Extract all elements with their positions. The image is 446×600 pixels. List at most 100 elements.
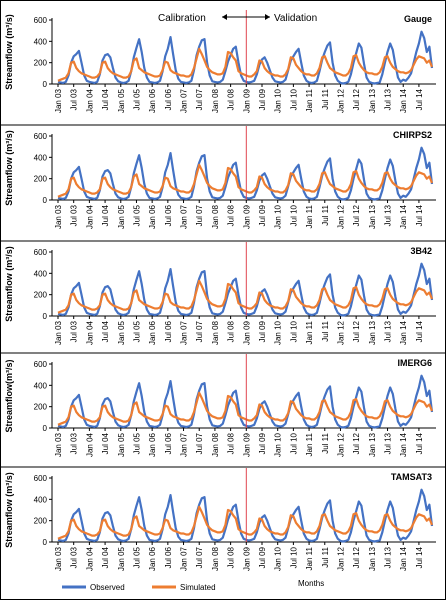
y-tick-label: 200: [34, 59, 48, 68]
x-tick-label: Jan 05: [117, 320, 126, 345]
x-tick-label: Jul 06: [164, 546, 173, 568]
x-tick-label: Jul 03: [70, 320, 79, 342]
x-tick-label: Jul 11: [321, 432, 330, 453]
x-tick-label: Jan 14: [399, 88, 408, 113]
y-axis-title: Streamflow (m³/s): [4, 130, 14, 206]
legend: Observed Simulated: [62, 583, 216, 592]
x-tick-label: Jul 14: [415, 88, 424, 110]
x-tick-label: Jul 09: [258, 204, 267, 226]
x-tick-label: Jan 05: [117, 204, 126, 229]
x-tick-label: Jul 06: [164, 320, 173, 342]
simulated-series-line: [57, 391, 434, 426]
x-tick-label: Jan 08: [211, 432, 220, 457]
legend-simulated-label: Simulated: [180, 583, 216, 592]
x-tick-label: Jan 05: [117, 546, 126, 571]
panel-tamsat3: 0 200 400 600 Streamflow (m³/s) Jan 03 Jul 03 J…: [0, 466, 446, 571]
x-tick-label: Jan 09: [242, 546, 251, 571]
y-tick-label: 0: [43, 312, 48, 321]
panel-gauge: 0 200 400 600 Streamflow (m³/s) Jan 03 Jul 03 J…: [4, 10, 436, 113]
x-tick-label: Jul 03: [70, 204, 79, 226]
x-tick-label: Jul 06: [164, 432, 173, 454]
x-tick-label: Jul 08: [227, 320, 236, 342]
x-tick-label: Jan 05: [117, 88, 126, 113]
x-tick-label: Jul 07: [195, 432, 204, 454]
y-tick-label: 200: [34, 517, 48, 526]
x-tick-label: Jan 06: [148, 432, 157, 457]
x-tick-label: Jul 13: [384, 204, 393, 226]
x-tick-label: Jan 04: [85, 320, 94, 345]
x-tick-label: Jul 14: [415, 546, 424, 568]
x-tick-label: Jan 08: [211, 546, 220, 571]
panel-title: TAMSAT3: [391, 472, 432, 482]
y-axis-title: Streamflow(m³/s): [4, 359, 14, 432]
x-tick-label: Jan 13: [368, 320, 377, 345]
x-tick-label: Jul 14: [415, 320, 424, 342]
x-tick-label: Jan 13: [368, 432, 377, 457]
x-tick-label: Jan 13: [368, 204, 377, 229]
x-tick-label: Jul 03: [70, 432, 79, 454]
x-tick-label: Jan 12: [336, 320, 345, 345]
x-tick-label: Jan 05: [117, 432, 126, 457]
x-tick-label: Jan 09: [242, 204, 251, 229]
x-tick-label: Jul 13: [384, 546, 393, 568]
x-tick-label: Jul 07: [195, 546, 204, 568]
y-tick-label: 400: [34, 495, 48, 504]
x-tick-label: Jul 10: [289, 432, 298, 454]
x-tick-label: Jul 05: [132, 432, 141, 454]
x-tick-label: Jan 06: [148, 546, 157, 571]
y-tick-label: 200: [34, 175, 48, 184]
observed-series-line: [57, 374, 434, 429]
x-tick-label: Jan 10: [274, 320, 283, 345]
x-tick-label: Jan 06: [148, 88, 157, 113]
x-tick-label: Jan 11: [305, 546, 314, 570]
x-tick-label: Jan 12: [336, 546, 345, 571]
x-tick-label: Jul 12: [352, 88, 361, 110]
y-tick-label: 600: [34, 16, 48, 25]
x-tick-label: Jul 14: [415, 432, 424, 454]
x-tick-label: Jan 07: [180, 546, 189, 571]
x-tick-label: Jan 04: [85, 88, 94, 113]
x-tick-label: Jan 13: [368, 88, 377, 113]
x-tick-label: Jul 11: [321, 546, 330, 567]
x-tick-label: Jul 05: [132, 546, 141, 568]
x-tick-label: Jul 12: [352, 320, 361, 342]
x-tick-label: Jan 12: [336, 432, 345, 457]
x-tick-label: Jan 07: [180, 204, 189, 229]
y-tick-label: 0: [43, 80, 48, 89]
x-tick-label: Jan 03: [54, 432, 63, 457]
x-tick-label: Jan 11: [305, 204, 314, 228]
panels: 0 200 400 600 Streamflow (m³/s) Jan 03 Jul 03 J…: [0, 10, 446, 571]
panel-title: 3B42: [410, 246, 432, 256]
x-tick-label: Jul 04: [101, 320, 110, 342]
x-tick-label: Jul 14: [415, 204, 424, 226]
y-tick-label: 0: [43, 424, 48, 433]
x-tick-label: Jan 03: [54, 204, 63, 229]
x-tick-label: Jul 08: [227, 204, 236, 226]
x-tick-label: Jan 13: [368, 546, 377, 571]
x-tick-label: Jan 04: [85, 204, 94, 229]
x-tick-label: Jul 10: [289, 88, 298, 110]
x-tick-label: Jan 10: [274, 204, 283, 229]
x-tick-label: Jan 09: [242, 432, 251, 457]
y-tick-label: 400: [34, 269, 48, 278]
x-tick-label: Jul 07: [195, 204, 204, 226]
y-tick-label: 0: [43, 196, 48, 205]
y-tick-label: 600: [34, 360, 48, 369]
x-tick-label: Jan 04: [85, 432, 94, 457]
x-tick-label: Jul 08: [227, 432, 236, 454]
x-tick-label: Jan 10: [274, 546, 283, 571]
x-tick-label: Jul 13: [384, 432, 393, 454]
x-tick-label: Jul 07: [195, 88, 204, 110]
x-tick-label: Jan 09: [242, 88, 251, 113]
x-tick-label: Jul 06: [164, 88, 173, 110]
y-tick-label: 600: [34, 132, 48, 141]
x-tick-label: Jul 10: [289, 546, 298, 568]
x-tick-label: Jan 08: [211, 320, 220, 345]
x-tick-label: Jan 10: [274, 432, 283, 457]
x-tick-label: Jul 05: [132, 88, 141, 110]
x-tick-label: Jul 13: [384, 88, 393, 110]
x-tick-label: Jul 05: [132, 320, 141, 342]
x-tick-label: Jul 11: [321, 204, 330, 225]
x-tick-label: Jan 11: [305, 88, 314, 112]
x-tick-label: Jul 03: [70, 546, 79, 568]
